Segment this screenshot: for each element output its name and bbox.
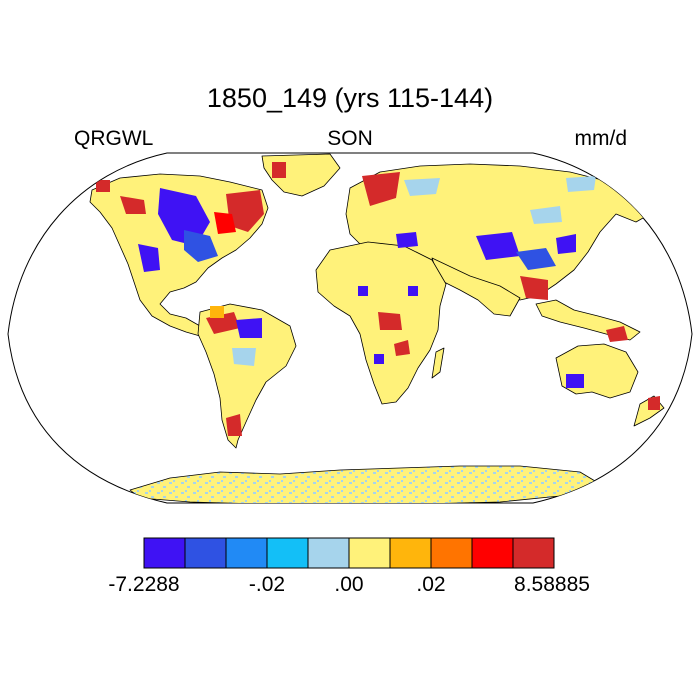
madagascar (431, 347, 445, 379)
season-label: SON (327, 127, 373, 150)
colorbar-label: .00 (334, 573, 364, 596)
colorbar-box (430, 537, 473, 569)
colorbar-label: -7.2288 (108, 573, 180, 596)
colorbar-box (184, 537, 227, 569)
colorbar-box (225, 537, 268, 569)
map-title: 1850_149 (yrs 115-144) (206, 83, 494, 113)
colorbar-box (389, 537, 432, 569)
colorbar-box (307, 537, 350, 569)
anomaly-patches (96, 162, 660, 436)
units-label: mm/d (574, 127, 628, 150)
south-america (197, 303, 297, 449)
colorbar-box (266, 537, 309, 569)
colorbar-box (471, 537, 514, 569)
colorbar-box (143, 537, 186, 569)
australia (555, 343, 639, 399)
colorbar-label: .02 (416, 573, 446, 596)
colorbar-label: -.02 (248, 573, 286, 596)
colorbar (143, 537, 555, 569)
variable-name: QRGWL (74, 127, 154, 150)
colorbar-box (512, 537, 555, 569)
antarctica (129, 465, 601, 503)
colorbar-label: 8.58885 (514, 573, 590, 596)
colorbar-box (348, 537, 391, 569)
